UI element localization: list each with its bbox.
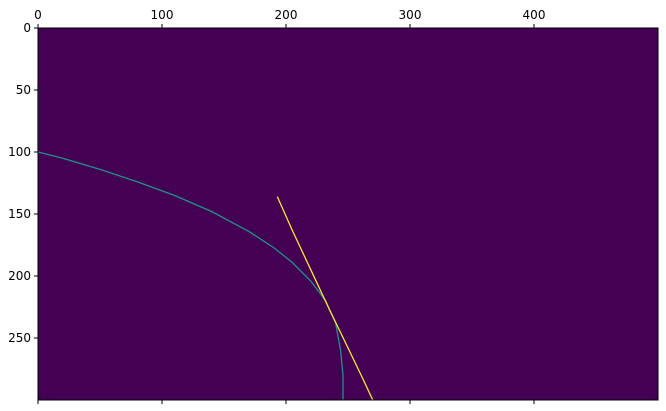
y-tick-label: 100 xyxy=(8,145,31,159)
x-tick-label: 100 xyxy=(151,8,174,22)
y-tick-label: 50 xyxy=(16,83,31,97)
y-tick-label: 250 xyxy=(8,331,31,345)
image-background xyxy=(38,28,658,400)
x-tick-label: 300 xyxy=(399,8,422,22)
y-axis-ticks: 0 50 100 150 200 250 xyxy=(8,21,38,345)
x-tick-label: 400 xyxy=(523,8,546,22)
y-tick-label: 150 xyxy=(8,207,31,221)
x-axis-ticks: 0 100 200 300 400 xyxy=(34,8,545,404)
y-tick-label: 200 xyxy=(8,269,31,283)
curves-group xyxy=(37,83,374,401)
y-tick-label: 0 xyxy=(23,21,31,35)
x-tick-label: 200 xyxy=(275,8,298,22)
curve-1 xyxy=(37,83,344,400)
curve-2 xyxy=(276,196,374,401)
x-tick-label: 0 xyxy=(34,8,42,22)
